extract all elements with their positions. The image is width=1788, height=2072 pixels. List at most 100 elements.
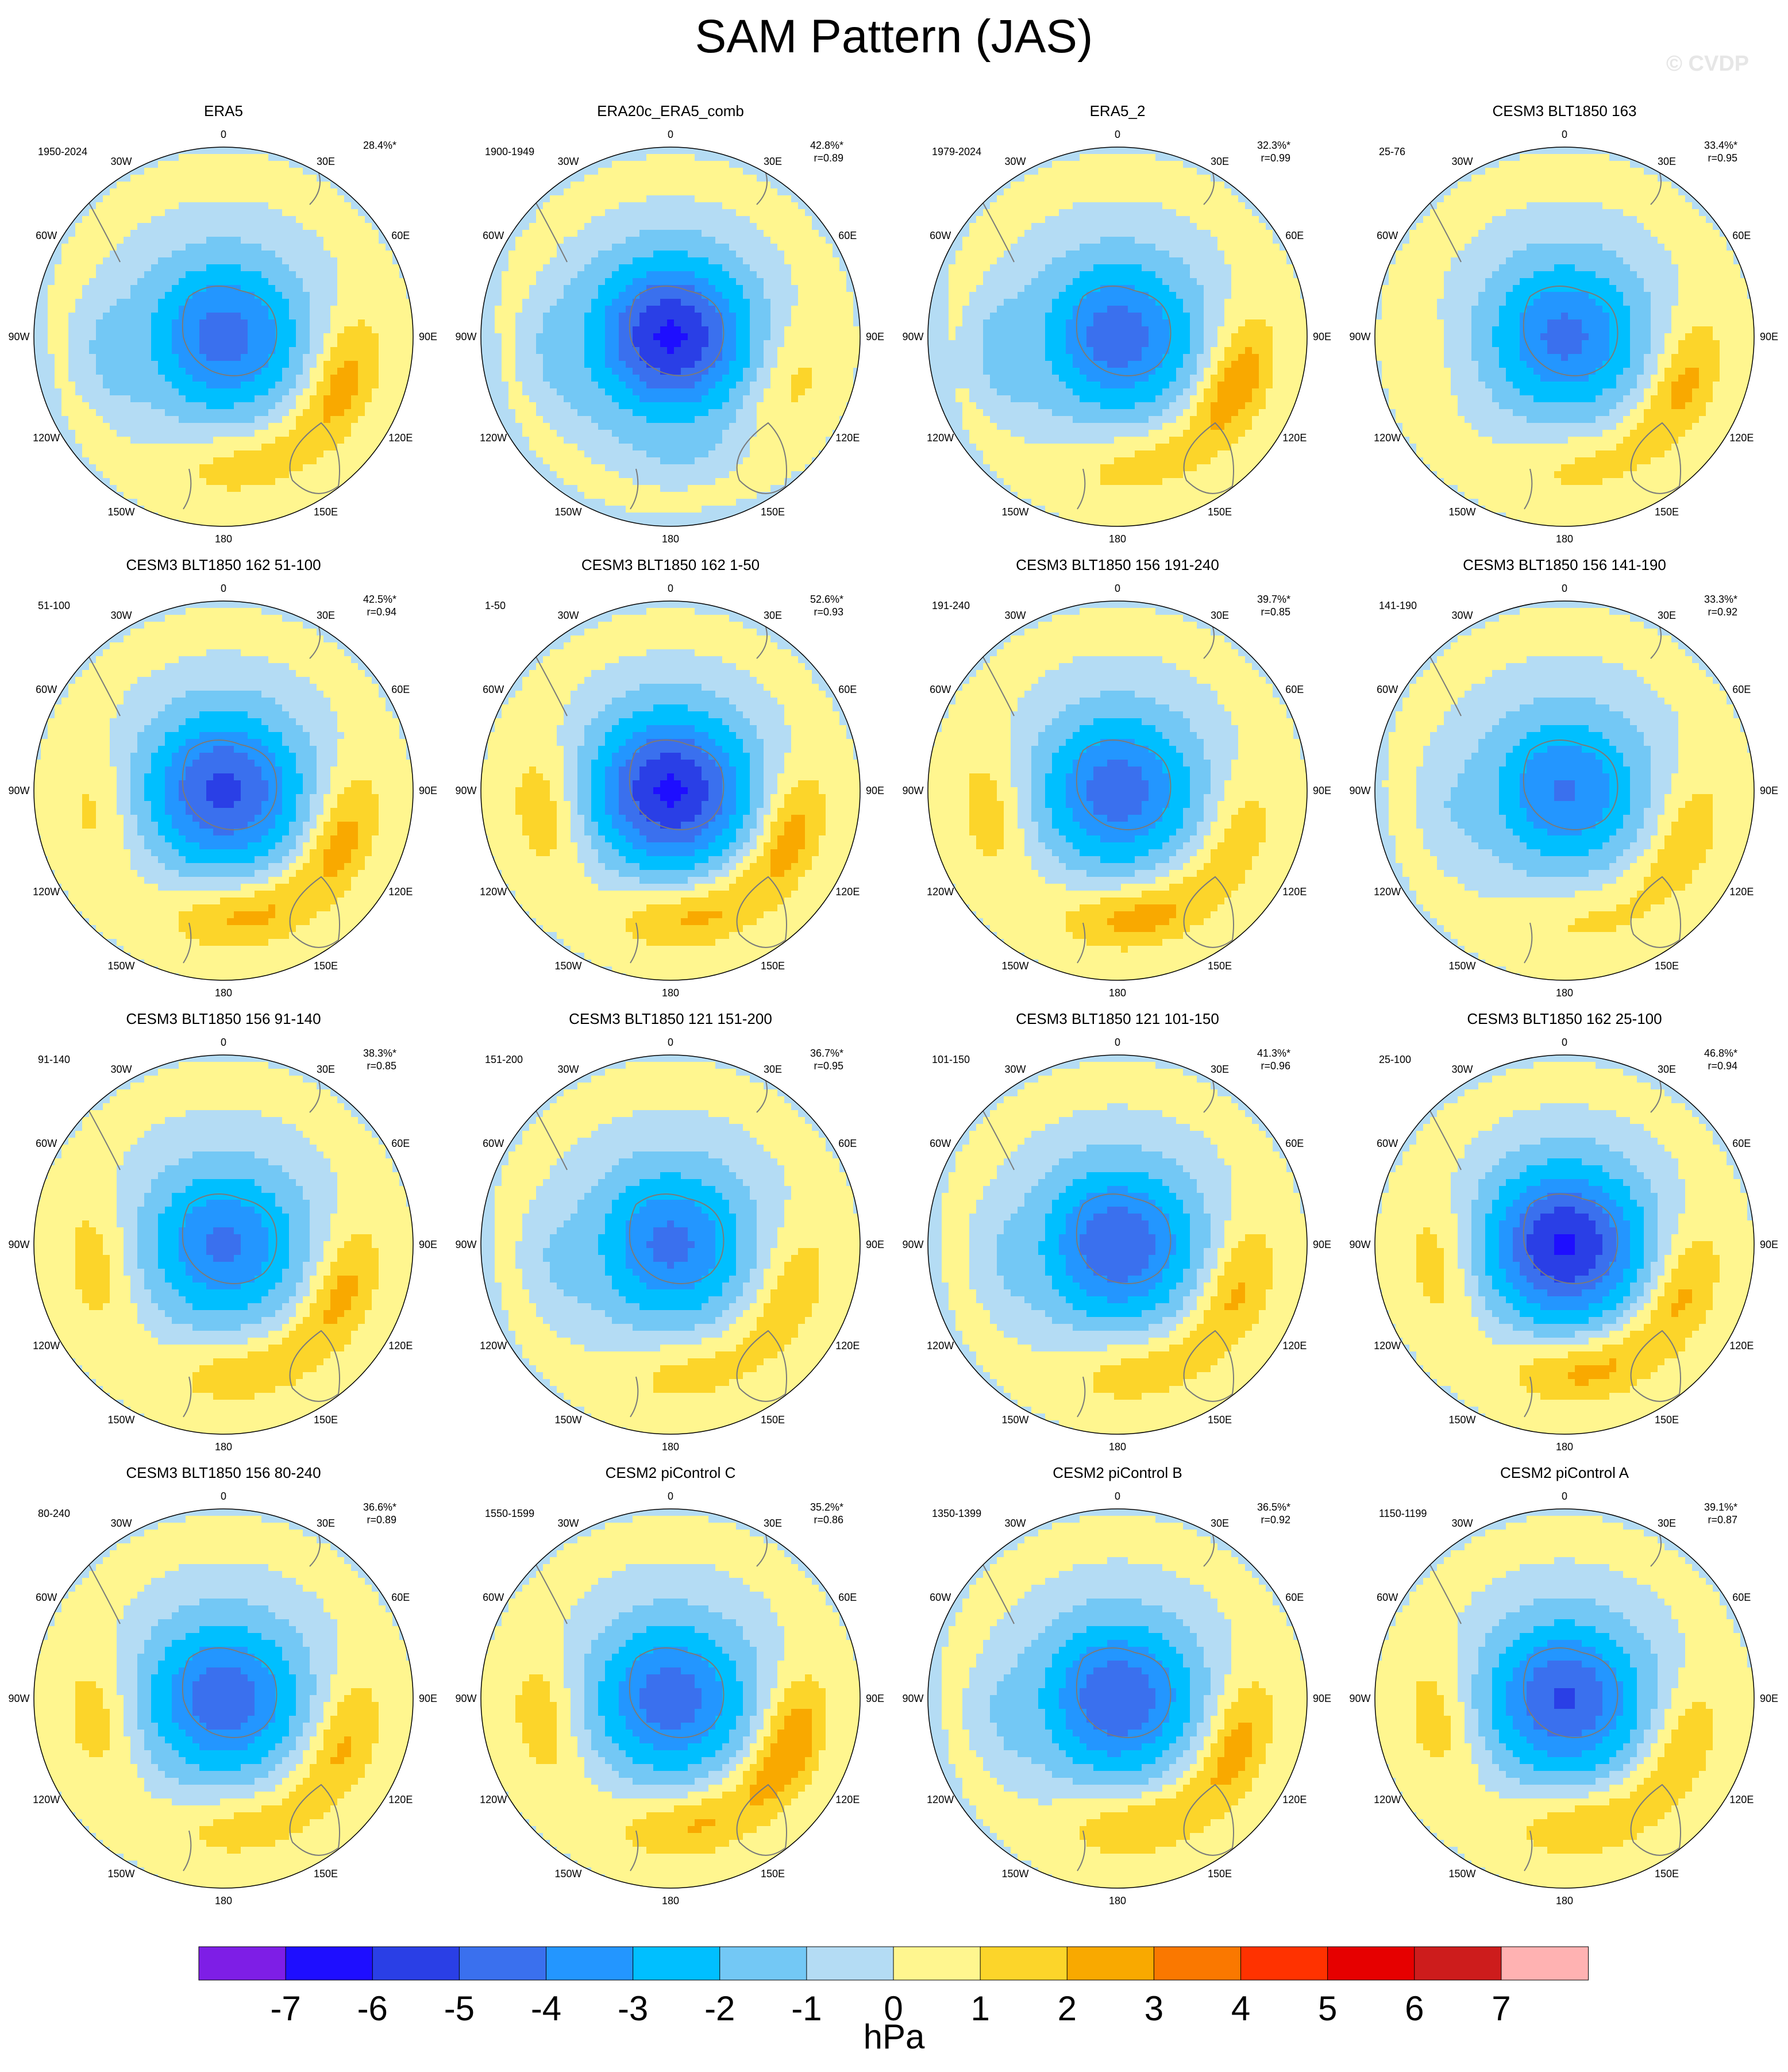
panel-period: 91-140 xyxy=(38,1054,70,1066)
longitude-label: 30W xyxy=(110,1064,132,1075)
longitude-label: 150E xyxy=(1208,1414,1232,1426)
pattern-correlation: r=0.85 xyxy=(1204,606,1290,618)
longitude-label: 30W xyxy=(1004,1064,1026,1075)
longitude-label: 60E xyxy=(391,684,410,695)
longitude-label: 150W xyxy=(1001,1868,1028,1880)
longitude-label: 150E xyxy=(761,960,785,972)
panel-period: 191-240 xyxy=(932,600,970,612)
longitude-label: 30W xyxy=(110,156,132,167)
panel-title: CESM3 BLT1850 163 xyxy=(1341,101,1788,121)
longitude-label: 90W xyxy=(902,331,923,342)
panel-title: CESM3 BLT1850 121 101-150 xyxy=(894,1009,1341,1029)
coastline xyxy=(968,1526,1234,1871)
longitude-label: 0 xyxy=(1562,1037,1567,1048)
polar-map: 0 30E 60E 90E 120E 150E 180 150W 120W 90W 60W 30W xyxy=(8,1037,437,1453)
longitude-label: 120E xyxy=(1282,1794,1307,1805)
longitude-label: 90W xyxy=(1349,785,1370,796)
longitude-label: 90W xyxy=(1349,1239,1370,1250)
longitude-label: 120W xyxy=(33,1340,60,1351)
longitude-label: 0 xyxy=(668,129,673,140)
coastline xyxy=(968,164,1234,510)
longitude-label: 120E xyxy=(1282,1340,1307,1351)
longitude-label: 90W xyxy=(8,1693,29,1704)
longitude-label: 0 xyxy=(1562,1491,1567,1502)
longitude-label: 60W xyxy=(483,230,504,241)
longitude-label: 150W xyxy=(1001,506,1028,518)
map-border xyxy=(33,147,414,527)
longitude-label: 30W xyxy=(110,610,132,621)
panel-title: CESM3 BLT1850 121 151-200 xyxy=(447,1009,894,1029)
panel-stats: 42.8%* r=0.89 xyxy=(757,139,843,164)
longitude-label: 90E xyxy=(1760,785,1778,796)
colorbar-box xyxy=(372,1946,460,1981)
polar-map: 0 30E 60E 90E 120E 150E 180 150W 120W 90W 60W 30W xyxy=(8,129,437,545)
longitude-label: 120W xyxy=(33,1794,60,1805)
longitude-label: 150E xyxy=(1655,506,1679,518)
panel-period: 25-76 xyxy=(1379,146,1405,158)
longitude-label: 120E xyxy=(1282,432,1307,444)
longitude-label: 90E xyxy=(866,785,884,796)
longitude-label: 30E xyxy=(317,610,335,621)
longitude-label: 30E xyxy=(1658,1518,1676,1529)
longitude-label: 120W xyxy=(33,886,60,898)
longitude-label: 30E xyxy=(317,156,335,167)
longitude-label: 30W xyxy=(1004,156,1026,167)
map-border xyxy=(1374,600,1755,981)
polar-map: 0 30E 60E 90E 120E 150E 180 150W 120W 90W 60W 30W xyxy=(455,1491,884,1907)
longitude-label: 150E xyxy=(314,960,338,972)
coastline xyxy=(968,618,1234,964)
longitude-label: 90W xyxy=(455,331,476,342)
colorbar-box xyxy=(1414,1946,1502,1981)
longitude-label: 30E xyxy=(1211,1064,1229,1075)
panel-stats: 32.3%* r=0.99 xyxy=(1204,139,1290,164)
polar-map: 0 30E 60E 90E 120E 150E 180 150W 120W 90W 60W 30W xyxy=(455,1037,884,1453)
pattern-correlation: r=0.95 xyxy=(757,1060,843,1072)
polar-map: 0 30E 60E 90E 120E 150E 180 150W 120W 90W 60W 30W xyxy=(1349,583,1778,999)
longitude-label: 180 xyxy=(215,533,232,545)
longitude-label: 180 xyxy=(1556,533,1573,545)
panel-period: 25-100 xyxy=(1379,1054,1411,1066)
longitude-label: 0 xyxy=(1115,583,1120,594)
longitude-label: 0 xyxy=(668,1491,673,1502)
explained-variance: 33.4%* xyxy=(1651,139,1737,152)
map-panel: 0 30E 60E 90E 120E 150E 180 150W 120W 90W 60W 30W ER… xyxy=(0,101,447,555)
pattern-correlation: r=0.94 xyxy=(310,606,396,618)
longitude-label: 150W xyxy=(107,506,134,518)
longitude-label: 150W xyxy=(554,1414,581,1426)
longitude-label: 150W xyxy=(1448,506,1475,518)
longitude-label: 90W xyxy=(1349,1693,1370,1704)
panel-title: CESM3 BLT1850 162 25-100 xyxy=(1341,1009,1788,1029)
longitude-label: 0 xyxy=(1562,129,1567,140)
map-panel: 0 30E 60E 90E 120E 150E 180 150W 120W 90W 60W 30W CE… xyxy=(447,1009,894,1463)
map-border xyxy=(480,1508,861,1889)
longitude-label: 90W xyxy=(902,785,923,796)
longitude-label: 150E xyxy=(1655,1414,1679,1426)
panel-stats: 33.4%* r=0.95 xyxy=(1651,139,1737,164)
polar-map: 0 30E 60E 90E 120E 150E 180 150W 120W 90W 60W 30W xyxy=(455,583,884,999)
longitude-label: 60W xyxy=(930,230,951,241)
pattern-correlation: r=0.96 xyxy=(1204,1060,1290,1072)
panel-stats: 38.3%* r=0.85 xyxy=(310,1047,396,1072)
pattern-correlation: r=0.92 xyxy=(1651,606,1737,618)
map-panel: 0 30E 60E 90E 120E 150E 180 150W 120W 90W 60W 30W CE… xyxy=(1341,1009,1788,1463)
longitude-label: 120E xyxy=(388,1794,413,1805)
coastline xyxy=(521,1072,787,1418)
explained-variance: 39.7%* xyxy=(1204,593,1290,606)
panel-stats: 39.7%* r=0.85 xyxy=(1204,593,1290,618)
longitude-label: 90W xyxy=(1349,331,1370,342)
longitude-label: 150E xyxy=(314,1868,338,1880)
map-panel: 0 30E 60E 90E 120E 150E 180 150W 120W 90W 60W 30W CE… xyxy=(1341,555,1788,1009)
longitude-label: 150E xyxy=(1208,1868,1232,1880)
pattern-correlation: r=0.87 xyxy=(1651,1513,1737,1526)
longitude-label: 30E xyxy=(1658,1064,1676,1075)
longitude-label: 30E xyxy=(317,1064,335,1075)
polar-map: 0 30E 60E 90E 120E 150E 180 150W 120W 90W 60W 30W xyxy=(1349,1037,1778,1453)
longitude-label: 30E xyxy=(764,156,782,167)
longitude-label: 60E xyxy=(391,1592,410,1603)
coastline xyxy=(74,1072,340,1418)
explained-variance: 41.3%* xyxy=(1204,1047,1290,1060)
map-panel: 0 30E 60E 90E 120E 150E 180 150W 120W 90W 60W 30W CE… xyxy=(1341,101,1788,555)
pattern-correlation: r=0.95 xyxy=(1651,152,1737,164)
map-border xyxy=(1374,147,1755,527)
longitude-label: 150E xyxy=(761,1868,785,1880)
